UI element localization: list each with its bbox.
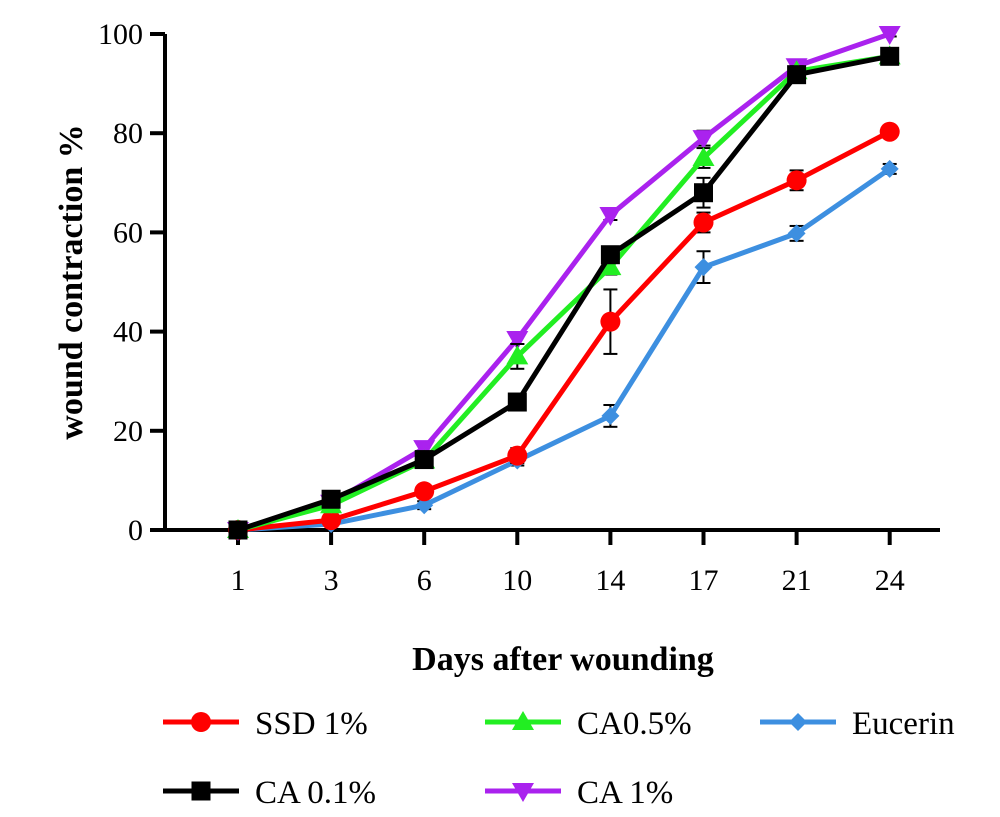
x-tick-label: 17 bbox=[689, 564, 719, 597]
data-point bbox=[506, 331, 529, 351]
series-eucerin bbox=[229, 159, 899, 539]
x-tick-label: 10 bbox=[502, 564, 532, 597]
y-tick-label: 100 bbox=[98, 18, 143, 51]
series-line bbox=[237, 31, 891, 533]
axes bbox=[163, 34, 940, 532]
legend-marker bbox=[191, 712, 211, 732]
series-line bbox=[237, 129, 891, 533]
legend-marker bbox=[512, 783, 534, 802]
data-point bbox=[692, 130, 715, 150]
series-line bbox=[237, 53, 891, 533]
legend-item: SSD 1% bbox=[163, 706, 368, 742]
data-point bbox=[601, 406, 620, 425]
data-point bbox=[414, 450, 434, 470]
legend-item: CA 1% bbox=[485, 775, 673, 811]
data-point bbox=[878, 26, 901, 45]
data-point bbox=[879, 121, 900, 142]
data-point bbox=[507, 445, 528, 466]
legend-label: CA0.5% bbox=[577, 706, 692, 742]
series-line bbox=[237, 53, 891, 533]
data-point bbox=[507, 392, 527, 412]
data-point bbox=[880, 159, 899, 178]
x-tick-label: 21 bbox=[782, 564, 812, 597]
data-point bbox=[787, 224, 806, 243]
data-point bbox=[321, 489, 341, 509]
legend-item: CA0.5% bbox=[485, 706, 692, 742]
legend-marker bbox=[512, 711, 534, 730]
legend-item: Eucerin bbox=[760, 706, 955, 742]
x-axis-title: Days after wounding bbox=[412, 641, 714, 678]
data-point bbox=[787, 65, 807, 85]
data-point bbox=[880, 46, 900, 66]
data-point bbox=[414, 481, 435, 502]
series-layer bbox=[227, 26, 901, 541]
series-line bbox=[237, 166, 892, 533]
y-tick-label: 80 bbox=[113, 117, 143, 150]
x-tick-label: 6 bbox=[417, 564, 432, 597]
series-ca0-5- bbox=[227, 45, 901, 538]
legend-label: Eucerin bbox=[852, 706, 955, 742]
x-ticks: 1 3 6 10 14 17 21 24 bbox=[231, 530, 905, 597]
data-point bbox=[506, 345, 529, 365]
data-point bbox=[600, 245, 620, 265]
legend-marker bbox=[789, 713, 807, 731]
data-point bbox=[692, 147, 715, 166]
data-point bbox=[694, 183, 713, 203]
x-tick-label: 24 bbox=[875, 564, 905, 597]
x-tick-label: 14 bbox=[595, 564, 625, 597]
legend-label: CA 1% bbox=[577, 775, 673, 811]
data-point bbox=[415, 496, 434, 515]
legend-marker bbox=[191, 781, 211, 801]
data-point bbox=[321, 510, 342, 531]
data-point bbox=[694, 258, 713, 277]
series-ca-1- bbox=[227, 26, 901, 541]
y-ticks: 0 20 40 60 80 100 bbox=[98, 18, 165, 547]
legend-item: CA 0.1% bbox=[163, 775, 376, 811]
data-point bbox=[228, 520, 248, 540]
y-axis-title: wound contraction % bbox=[53, 124, 90, 439]
data-point bbox=[599, 256, 622, 276]
legend: SSD 1% CA0.5% Eucerin CA 0.1% CA 1% bbox=[163, 706, 955, 811]
data-point bbox=[786, 170, 807, 191]
x-tick-label: 1 bbox=[231, 564, 246, 597]
data-point bbox=[693, 212, 714, 233]
y-tick-label: 20 bbox=[113, 415, 143, 448]
x-tick-label: 3 bbox=[324, 564, 339, 597]
y-tick-label: 60 bbox=[113, 216, 143, 249]
y-tick-label: 40 bbox=[113, 316, 143, 349]
data-point bbox=[599, 207, 622, 227]
data-point bbox=[600, 311, 621, 332]
legend-label: SSD 1% bbox=[255, 706, 368, 742]
series-ca-0-1- bbox=[228, 46, 900, 540]
legend-label: CA 0.1% bbox=[255, 775, 376, 811]
y-tick-label: 0 bbox=[128, 514, 143, 547]
